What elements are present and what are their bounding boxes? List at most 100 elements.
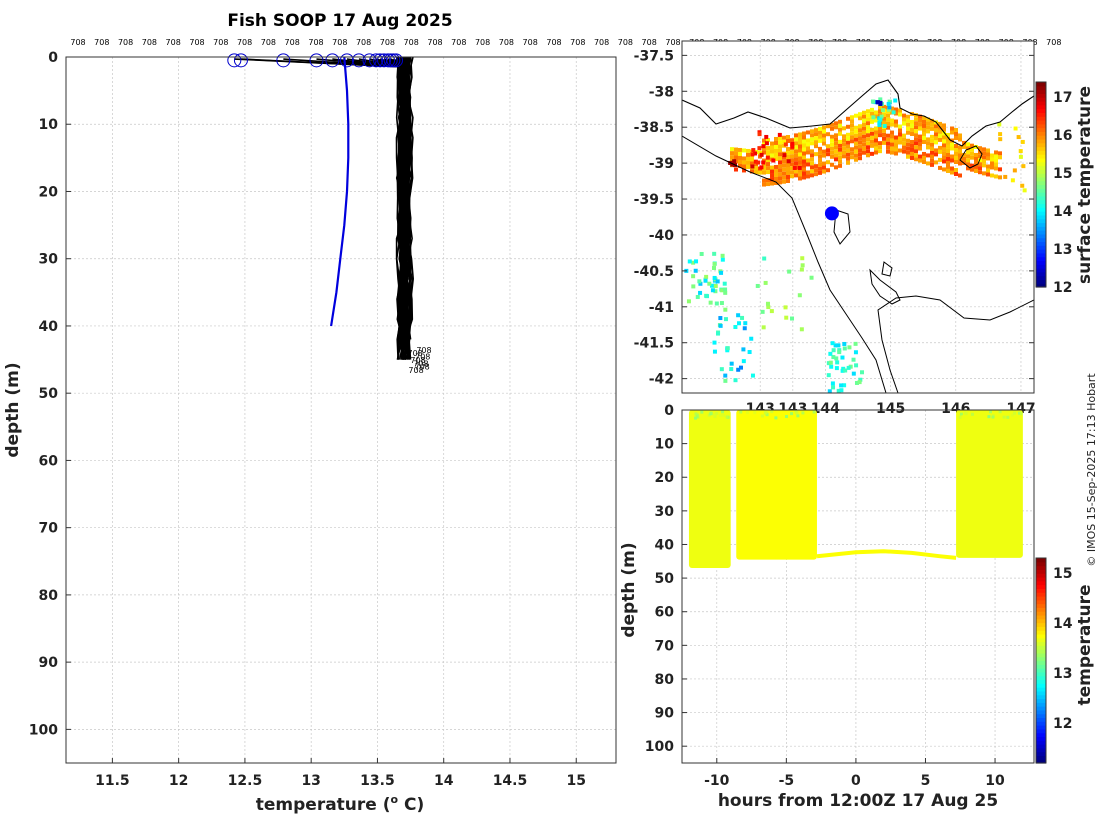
sst-pixel <box>798 160 802 165</box>
sst-pixel <box>818 162 822 167</box>
sst-pixel <box>830 341 835 346</box>
sst-pixel <box>910 151 914 156</box>
sst-pixel <box>798 152 802 157</box>
sst-pixel <box>918 114 922 119</box>
sst-pixel <box>782 153 787 158</box>
sst-pixel <box>1016 135 1021 140</box>
sst-pixel <box>894 135 898 140</box>
section-surface-speck <box>709 411 713 415</box>
section-x-tick-label: 0 <box>851 773 861 789</box>
sst-pixel <box>982 147 986 152</box>
sst-pixel <box>898 124 902 129</box>
map-colorbar-swatch <box>1036 241 1046 246</box>
sst-pixel <box>970 151 974 156</box>
sst-pixel <box>854 133 858 138</box>
section-surface-speck <box>715 412 719 416</box>
section-surface-speck <box>753 411 757 415</box>
section-colorbar-swatch <box>1036 687 1046 692</box>
island-outline <box>881 261 893 277</box>
sst-pixel <box>842 346 847 351</box>
sst-pixel <box>914 137 918 142</box>
sst-pixel <box>998 167 1002 172</box>
sst-pixel <box>994 166 998 171</box>
sst-pixel <box>926 125 930 130</box>
sst-pixel <box>798 172 802 177</box>
sst-pixel <box>946 140 950 145</box>
sst-pixel <box>715 279 720 284</box>
sst-pixel <box>826 148 830 153</box>
profile-y-tick-label: 20 <box>39 184 59 200</box>
sst-pixel <box>846 156 850 161</box>
bay-outline <box>959 145 983 169</box>
profile-surface-circle <box>386 53 401 68</box>
top-label-708: 708 <box>261 38 276 47</box>
sst-pixel <box>828 360 833 365</box>
sst-pixel <box>918 134 922 139</box>
mean-profile-line <box>330 56 350 327</box>
sst-pixel <box>709 283 714 288</box>
sst-pixel <box>851 371 856 376</box>
sst-pixel <box>878 105 882 110</box>
sst-pixel <box>770 145 774 150</box>
section-colorbar-swatch <box>1036 755 1046 760</box>
sst-pixel <box>846 124 850 129</box>
sst-pixel <box>737 321 742 326</box>
sst-pixel <box>934 148 938 153</box>
sst-pixel <box>719 301 724 306</box>
sst-pixel <box>942 159 946 164</box>
sst-pixel <box>898 108 902 113</box>
sst-pixel <box>1022 188 1027 193</box>
sst-pixel <box>990 161 994 166</box>
sst-pixel <box>802 155 806 160</box>
map-colorbar-swatch <box>1036 233 1046 239</box>
section-y-tick-label: 90 <box>655 706 675 722</box>
section-axes-frame <box>681 409 1035 764</box>
sst-pixel <box>930 158 934 163</box>
sst-pixel <box>766 166 770 171</box>
map-colorbar-swatch <box>1036 245 1046 250</box>
sst-pixel <box>886 133 890 138</box>
profile-surface-circle <box>339 53 354 68</box>
sst-pixel <box>794 145 798 150</box>
sst-pixel <box>938 133 942 138</box>
sst-pixel <box>870 143 874 148</box>
profile-x-tick-label: 11.5 <box>95 773 130 789</box>
section-surface-speck <box>1019 412 1023 416</box>
sst-pixel <box>787 269 792 274</box>
sst-pixel <box>761 325 766 330</box>
sst-pixel <box>914 129 918 134</box>
sst-pixel <box>874 142 878 147</box>
sst-pixel <box>930 134 934 139</box>
sst-pixel <box>866 113 870 118</box>
sst-pixel <box>906 130 910 135</box>
top-label-708: 708 <box>451 38 466 47</box>
map-colorbar-swatch <box>1036 218 1046 224</box>
sst-pixel <box>769 309 774 314</box>
section-colorbar: 12 13 14 15 <box>1035 557 1073 764</box>
sst-pixel <box>902 137 906 142</box>
sst-pixel <box>736 367 741 372</box>
sst-pixel <box>782 163 786 168</box>
section-y-tick-label: 10 <box>655 437 675 453</box>
profile-y-tick-label: 70 <box>39 521 59 537</box>
sst-pixel <box>930 146 934 151</box>
top-label-708: 708 <box>475 38 490 47</box>
sst-pixel <box>990 153 994 158</box>
sst-pixel <box>938 121 942 126</box>
sst-pixel <box>870 119 874 124</box>
map-colorbar-swatch <box>1036 173 1046 178</box>
sst-pixel <box>797 293 802 298</box>
sst-pixel <box>757 146 762 151</box>
sst-pixel <box>810 169 814 174</box>
map-colorbar-swatch <box>1036 249 1046 254</box>
sst-pixel <box>834 366 839 371</box>
sst-pixel <box>762 138 766 143</box>
sst-pixel <box>818 158 822 163</box>
sst-pixel <box>686 299 691 304</box>
section-colorbar-swatch <box>1036 630 1046 635</box>
sst-pixel <box>926 137 930 142</box>
sst-pixel <box>742 148 746 153</box>
sst-pixel <box>898 112 902 117</box>
sst-pixel <box>809 275 814 280</box>
